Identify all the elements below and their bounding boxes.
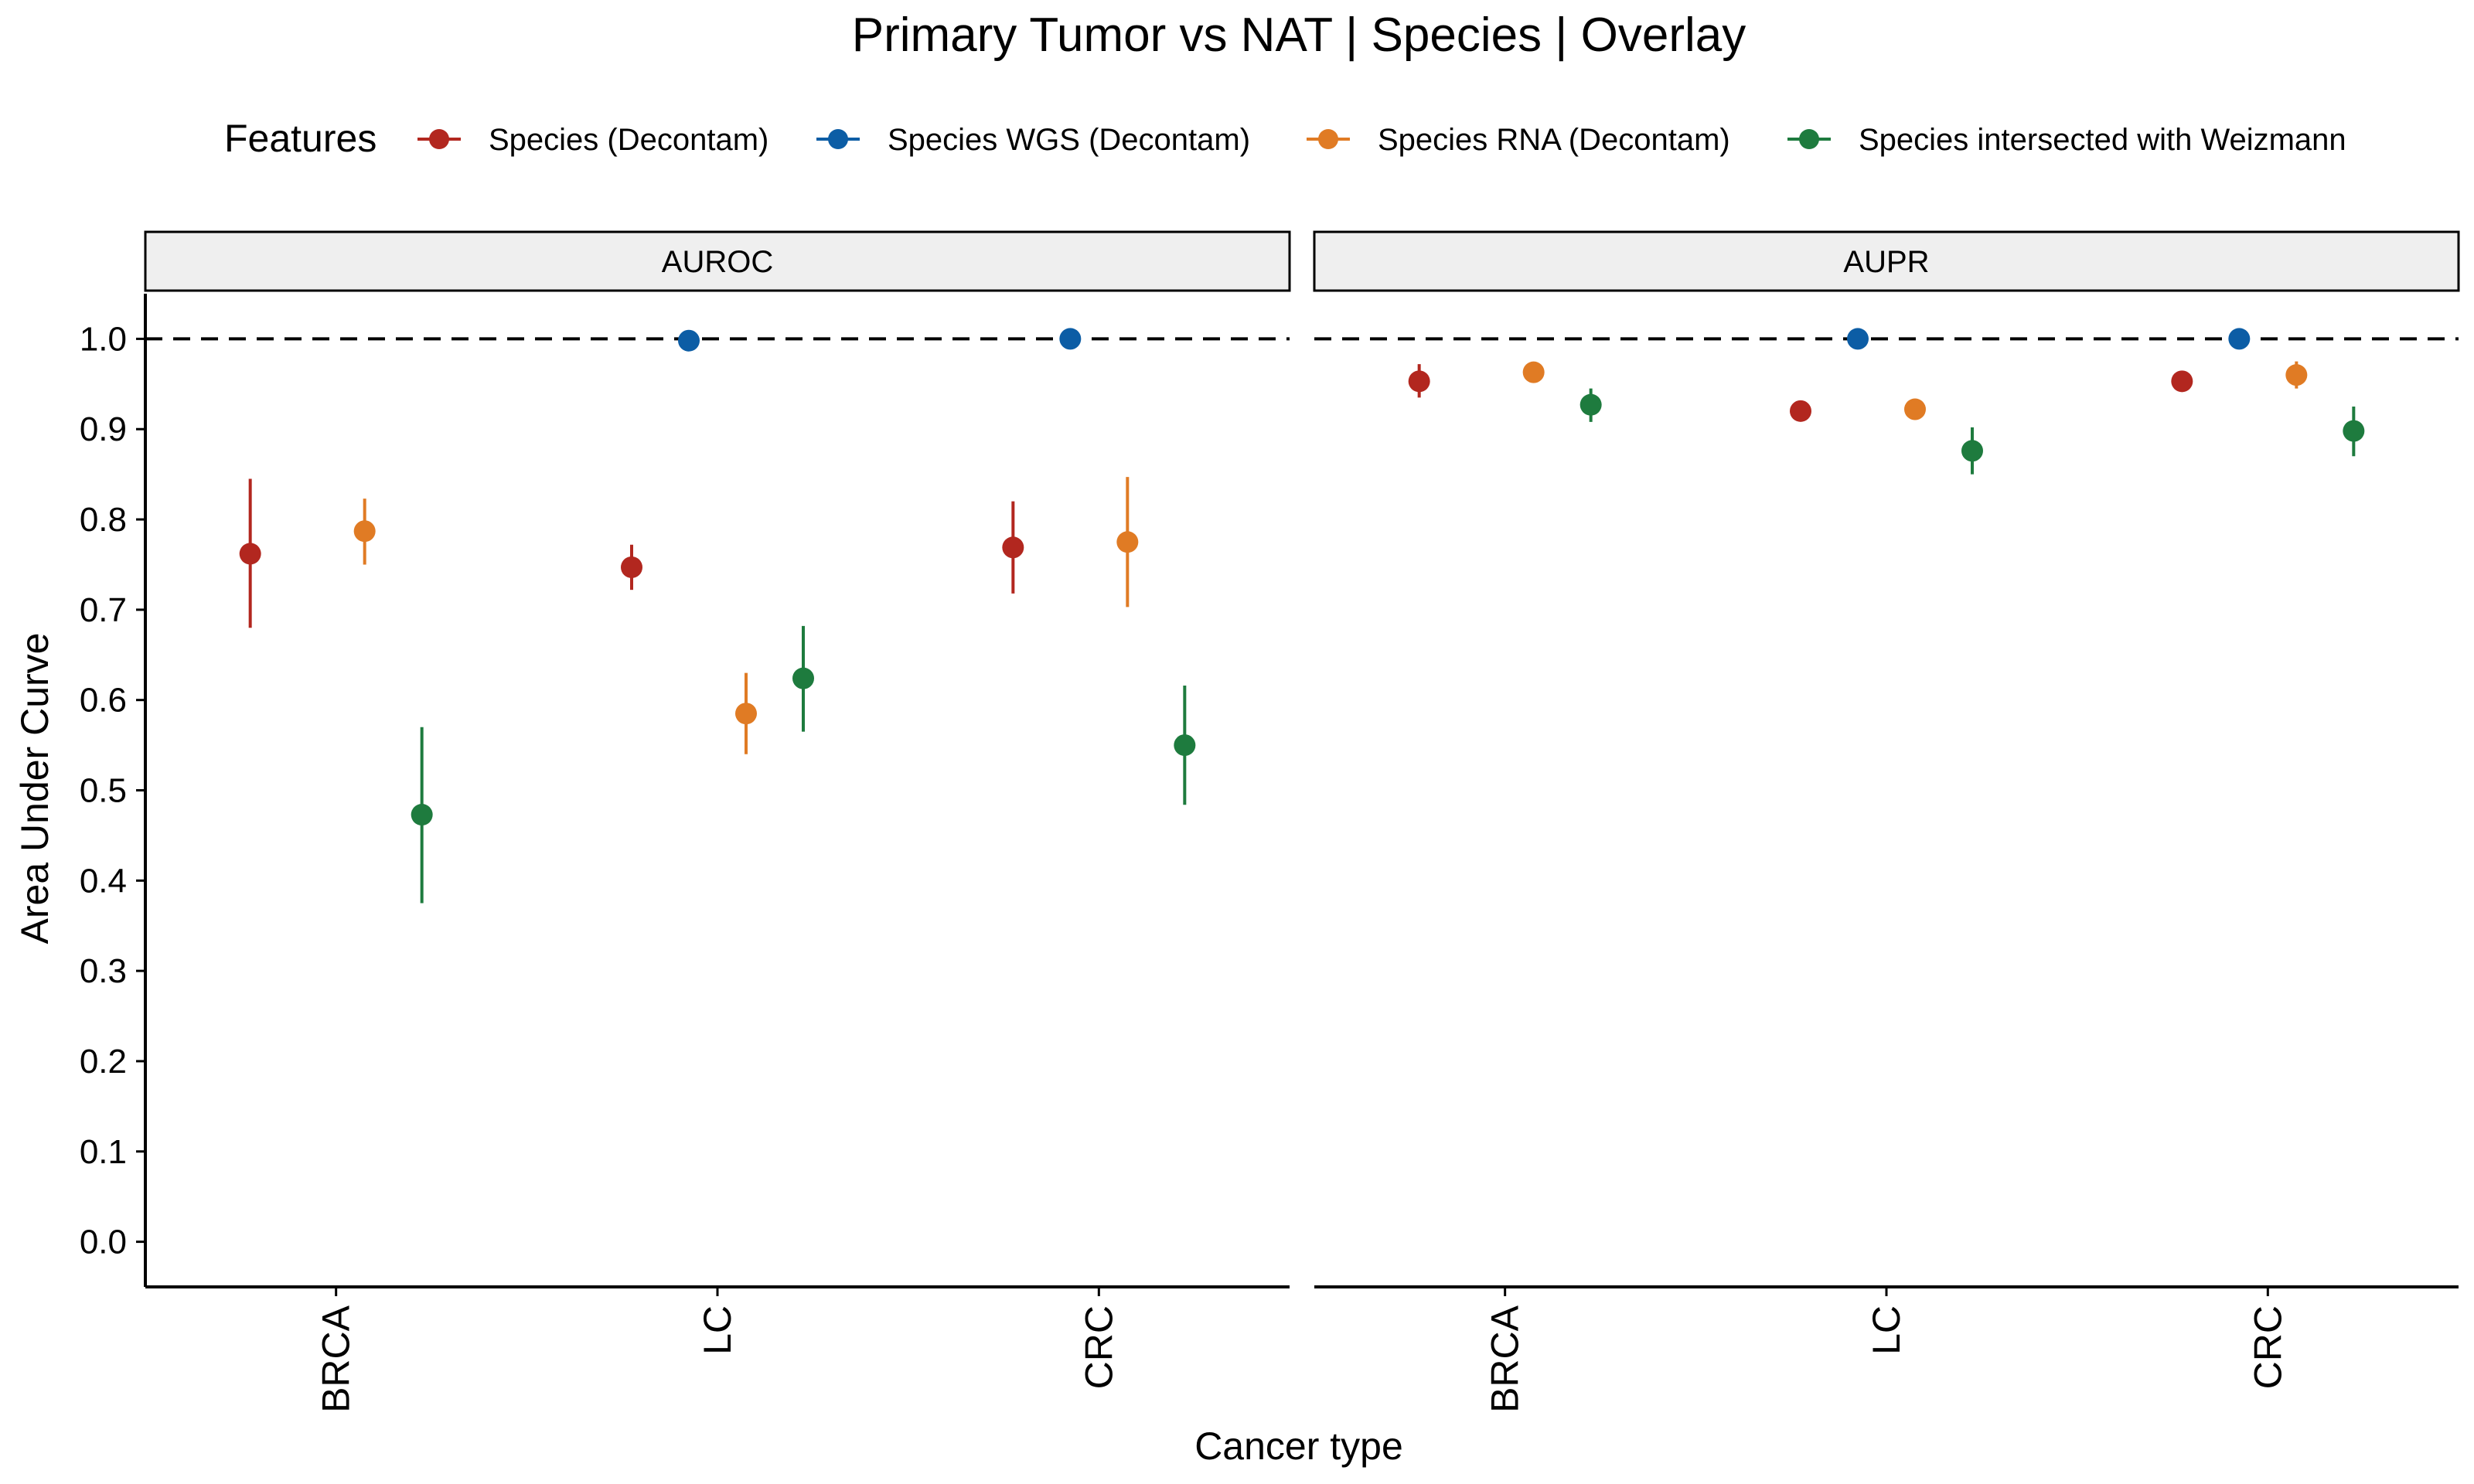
y-tick-label: 0.6: [80, 682, 127, 720]
y-axis-title: Area Under Curve: [13, 633, 56, 945]
data-point-group: [792, 625, 814, 732]
y-tick-label: 0.5: [80, 772, 127, 810]
data-point-group: [1116, 477, 1139, 608]
y-tick-label: 0.2: [80, 1043, 127, 1081]
data-point-group: [1059, 328, 1082, 350]
data-point: [353, 520, 376, 543]
data-point-group: [2171, 370, 2193, 393]
x-tick-label: BRCA: [315, 1305, 358, 1413]
x-tick-label: LC: [696, 1305, 739, 1355]
data-point-group: [2285, 361, 2308, 389]
legend-title: Features: [224, 117, 377, 160]
data-point: [1847, 328, 1869, 350]
y-tick-label: 0.4: [80, 862, 127, 900]
data-point-group: [239, 478, 261, 628]
data-point: [1174, 734, 1196, 757]
data-point: [2228, 328, 2251, 350]
data-point-group: [2228, 328, 2251, 350]
data-point-group: [1408, 364, 1430, 398]
y-tick-label: 0.9: [80, 410, 127, 448]
data-point-group: [735, 672, 757, 754]
data-point: [1002, 536, 1024, 559]
facet-strip-label: AUPR: [1843, 245, 1929, 279]
facet-strip: [144, 230, 1291, 292]
data-point-group: [411, 727, 433, 904]
data-point-group: [1002, 501, 1024, 594]
panel-auroc: AUROC BRCA LC CRC: [144, 230, 1291, 1413]
data-point-group: [1847, 328, 1869, 350]
data-point-group: [621, 544, 642, 591]
data-point-group: [678, 329, 700, 352]
data-point: [2171, 370, 2193, 393]
y-tick-label: 0.7: [80, 591, 127, 629]
data-point: [239, 543, 261, 565]
chart-title: Primary Tumor vs NAT | Species | Overlay: [852, 9, 1746, 62]
legend-label: Species WGS (Decontam): [888, 123, 1250, 157]
data-point: [735, 703, 757, 725]
legend-label: Species (Decontam): [489, 123, 768, 157]
legend-label: Species intersected with Weizmann: [1859, 123, 2346, 157]
legend-item: Species intersected with Weizmann: [1787, 123, 2346, 157]
legend-item: Species RNA (Decontam): [1307, 123, 1730, 157]
data-point-group: [1961, 427, 1983, 475]
data-point: [2285, 364, 2308, 386]
data-point-group: [1174, 685, 1196, 805]
data-point: [1579, 393, 1602, 416]
legend-item: Species (Decontam): [417, 123, 768, 157]
y-tick-label: 0.1: [80, 1133, 127, 1171]
data-point-group: [1579, 388, 1602, 422]
y-tick-label: 0.0: [80, 1224, 127, 1261]
facet-strip-label: AUROC: [662, 245, 773, 279]
legend: Features Species (Decontam) Species WGS (…: [224, 117, 2346, 160]
data-point: [411, 804, 433, 826]
data-point: [1522, 361, 1545, 383]
data-point: [621, 556, 642, 578]
facet-panels: AUROC BRCA LC CRC AUPR BRCA LC CRC: [144, 230, 2460, 1413]
data-point: [1116, 531, 1139, 553]
x-axis-title: Cancer type: [1194, 1424, 1403, 1468]
x-tick-label: CRC: [1077, 1305, 1120, 1389]
y-tick-label: 0.3: [80, 952, 127, 990]
data-point-group: [1904, 398, 1926, 420]
data-point: [792, 667, 814, 689]
data-point-group: [353, 499, 376, 565]
x-tick-label: CRC: [2246, 1305, 2289, 1389]
legend-label: Species RNA (Decontam): [1378, 123, 1730, 157]
data-point: [1961, 440, 1983, 462]
legend-key-point: [1799, 129, 1819, 149]
x-tick-label: LC: [1865, 1305, 1908, 1355]
data-point: [1408, 370, 1430, 393]
legend-item: Species WGS (Decontam): [816, 123, 1250, 157]
legend-key-point: [828, 129, 848, 149]
data-point: [1059, 328, 1082, 350]
y-axis: 0.0 0.1 0.2 0.3 0.4 0.5 0.6 0.7 0.8 0.9 1.0: [80, 294, 147, 1287]
data-point-group: [2343, 407, 2365, 457]
data-point: [678, 329, 700, 352]
data-point-group: [1790, 400, 1811, 422]
panel-aupr: AUPR BRCA LC CRC: [1313, 230, 2460, 1413]
data-point: [1790, 400, 1811, 422]
legend-key-point: [1318, 129, 1338, 149]
x-tick-label: BRCA: [1484, 1305, 1527, 1413]
y-tick-label: 1.0: [80, 320, 127, 358]
data-point: [1904, 398, 1926, 420]
legend-key-point: [429, 129, 449, 149]
facet-strip: [1313, 230, 2460, 292]
data-point: [2343, 420, 2365, 442]
y-tick-label: 0.8: [80, 501, 127, 539]
data-point-group: [1522, 361, 1545, 383]
